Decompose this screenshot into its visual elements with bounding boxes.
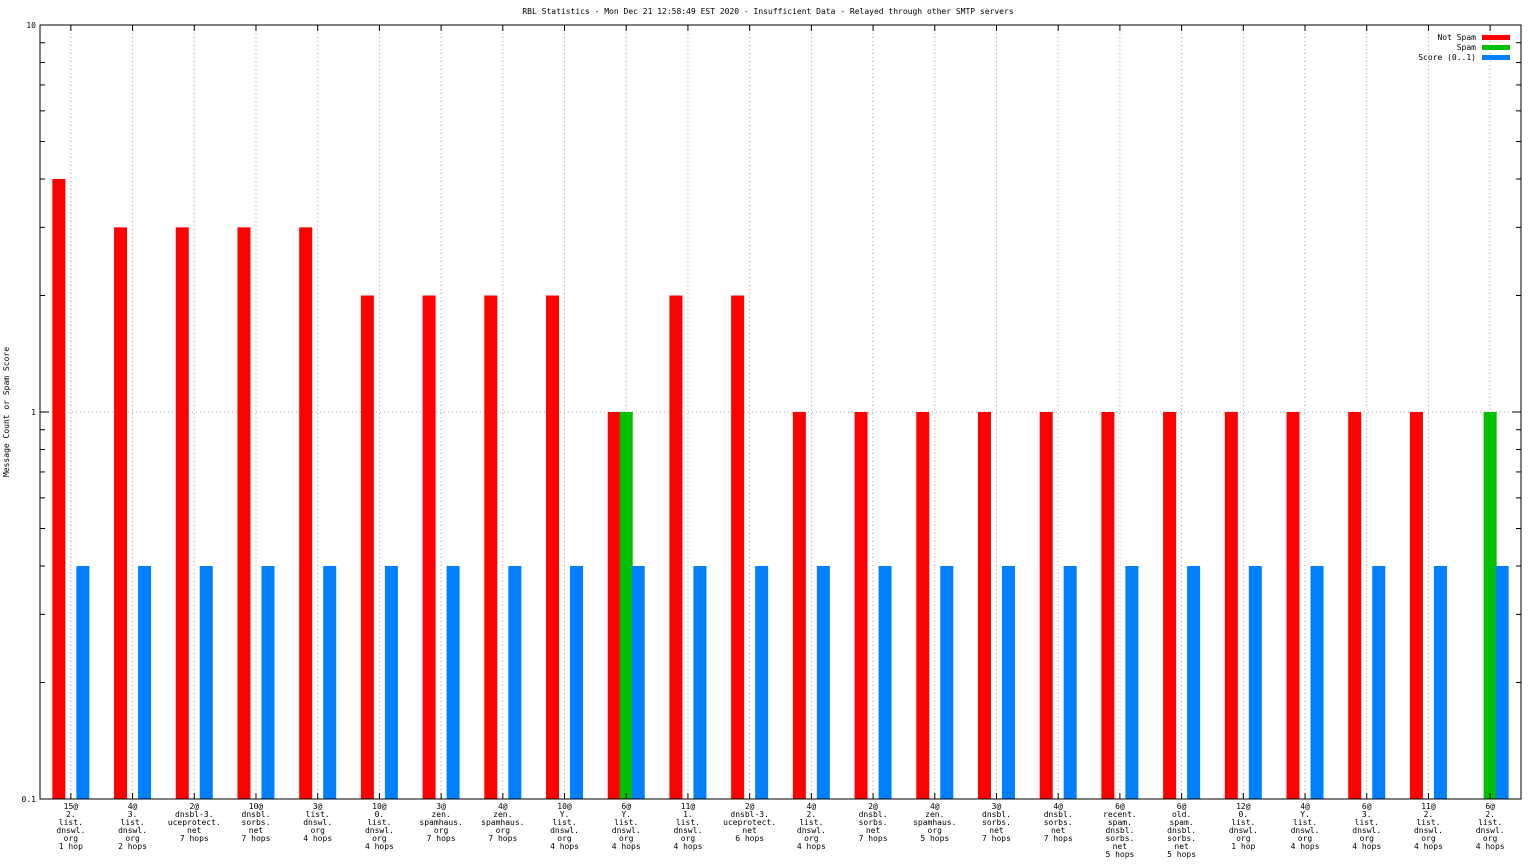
- bar-not-spam: [1163, 412, 1177, 799]
- bar-score: [693, 566, 707, 799]
- x-tick-label: 3@ list. dnswl. org 4 hops: [303, 802, 332, 843]
- x-tick-label: 6@ old. spam. dnsbl. sorbs. net 5 hops: [1167, 802, 1196, 859]
- bar-score: [755, 566, 769, 799]
- legend-label: Not Spam: [1437, 33, 1476, 42]
- bar-score: [1495, 566, 1509, 799]
- legend-label: Score (0..1): [1418, 53, 1476, 62]
- bar-not-spam: [484, 295, 498, 799]
- bar-score: [1248, 566, 1262, 799]
- bar-not-spam: [299, 227, 313, 800]
- x-tick-label: 2@ dnsbl-3. uceprotect. net 7 hops: [168, 802, 221, 843]
- plot-frame: [39, 24, 1522, 800]
- x-tick-label: 6@ Y. list. dnswl. org 4 hops: [612, 802, 641, 851]
- chart-title: RBL Statistics - Mon Dec 21 12:58:49 EST…: [522, 7, 1013, 16]
- bar-score: [384, 566, 398, 799]
- legend-swatch: [1482, 55, 1510, 60]
- bar-not-spam: [1101, 412, 1115, 799]
- bar-score: [1372, 566, 1386, 799]
- x-tick-label: 4@ 3. list. dnswl. org 2 hops: [118, 802, 147, 851]
- x-tick-label: 6@ 3. list. dnswl. org 4 hops: [1352, 802, 1381, 851]
- y-tick-label: 10: [26, 21, 36, 30]
- x-tick-label: 11@ 2. list. dnswl. org 4 hops: [1414, 802, 1443, 851]
- bar-score: [1310, 566, 1324, 799]
- bar-not-spam: [1348, 412, 1362, 799]
- bars: [52, 179, 1509, 800]
- x-tick-label: 10@ Y. list. dnswl. org 4 hops: [550, 802, 579, 851]
- x-tick-label: 4@ zen. spamhaus. org 5 hops: [913, 802, 956, 843]
- bar-not-spam: [792, 412, 806, 799]
- x-tick-label: 15@ 2. list. dnswl. org 1 hop: [56, 802, 85, 851]
- bar-not-spam: [546, 295, 560, 799]
- bar-score: [1187, 566, 1201, 799]
- bar-score: [570, 566, 584, 799]
- bar-score: [76, 566, 90, 799]
- bar-spam: [1483, 412, 1497, 799]
- bar-score: [1125, 566, 1139, 799]
- bar-score: [261, 566, 275, 799]
- y-axis-label: Message Count or Spam Score: [2, 347, 11, 477]
- bar-score: [1001, 566, 1015, 799]
- bar-score: [138, 566, 152, 799]
- bar-not-spam: [422, 295, 436, 799]
- bar-not-spam: [1039, 412, 1053, 799]
- x-tick-label: 12@ 0. list. dnswl. org 1 hop: [1229, 802, 1258, 851]
- bar-score: [1063, 566, 1077, 799]
- bar-not-spam: [977, 412, 991, 799]
- legend-swatch: [1482, 45, 1510, 50]
- legend-swatch: [1482, 35, 1510, 40]
- x-tick-label: 10@ dnsbl. sorbs. net 7 hops: [242, 802, 271, 843]
- bar-not-spam: [1224, 412, 1238, 799]
- x-tick-label: 6@ 2. list. dnswl. org 4 hops: [1476, 802, 1505, 851]
- bar-score: [199, 566, 213, 799]
- bar-not-spam: [916, 412, 930, 799]
- bar-not-spam: [669, 295, 683, 799]
- y-axis-ticks: 0.1 1 10: [22, 21, 1521, 804]
- bar-score: [446, 566, 460, 799]
- x-tick-label: 2@ dnsbl. sorbs. net 7 hops: [859, 802, 888, 843]
- x-tick-label: 4@ dnsbl. sorbs. net 7 hops: [1044, 802, 1073, 843]
- bar-score: [508, 566, 522, 799]
- bar-score: [323, 566, 337, 799]
- bar-not-spam: [237, 227, 251, 800]
- x-axis-labels: 15@ 2. list. dnswl. org 1 hop 4@ 3. list. dnswl. o…: [56, 25, 1505, 859]
- bar-score: [1433, 566, 1447, 799]
- bar-not-spam: [114, 227, 128, 800]
- bar-not-spam: [52, 179, 66, 799]
- grid-lines: [40, 25, 1521, 799]
- x-tick-label: 3@ zen. spamhaus. org 7 hops: [419, 802, 462, 843]
- bar-score: [940, 566, 954, 799]
- bar-not-spam: [1286, 412, 1300, 799]
- x-tick-label: 6@ recent. spam. dnsbl. sorbs. net 5 hops: [1103, 802, 1137, 859]
- y-tick-label: 0.1: [22, 795, 37, 804]
- bar-score: [631, 566, 645, 799]
- x-tick-label: 3@ dnsbl. sorbs. net 7 hops: [982, 802, 1011, 843]
- y-tick-label: 1: [31, 408, 36, 417]
- bar-spam: [619, 412, 633, 799]
- x-tick-label: 4@ Y. list. dnswl. org 4 hops: [1291, 802, 1320, 851]
- bar-not-spam: [175, 227, 189, 800]
- x-tick-label: 2@ dnsbl-3. uceprotect. net 6 hops: [723, 802, 776, 843]
- bar-not-spam: [854, 412, 868, 799]
- bar-score: [816, 566, 830, 799]
- x-tick-label: 10@ 0. list. dnswl. org 4 hops: [365, 802, 394, 851]
- bar-not-spam: [607, 412, 621, 799]
- bar-not-spam: [1409, 412, 1423, 799]
- legend-label: Spam: [1457, 43, 1476, 52]
- bar-score: [878, 566, 892, 799]
- x-tick-label: 4@ 2. list. dnswl. org 4 hops: [797, 802, 826, 851]
- x-tick-label: 11@ 1. list. dnswl. org 4 hops: [673, 802, 702, 851]
- bar-not-spam: [731, 295, 745, 799]
- bar-not-spam: [360, 295, 374, 799]
- x-tick-label: 4@ zen. spamhaus. org 7 hops: [481, 802, 524, 843]
